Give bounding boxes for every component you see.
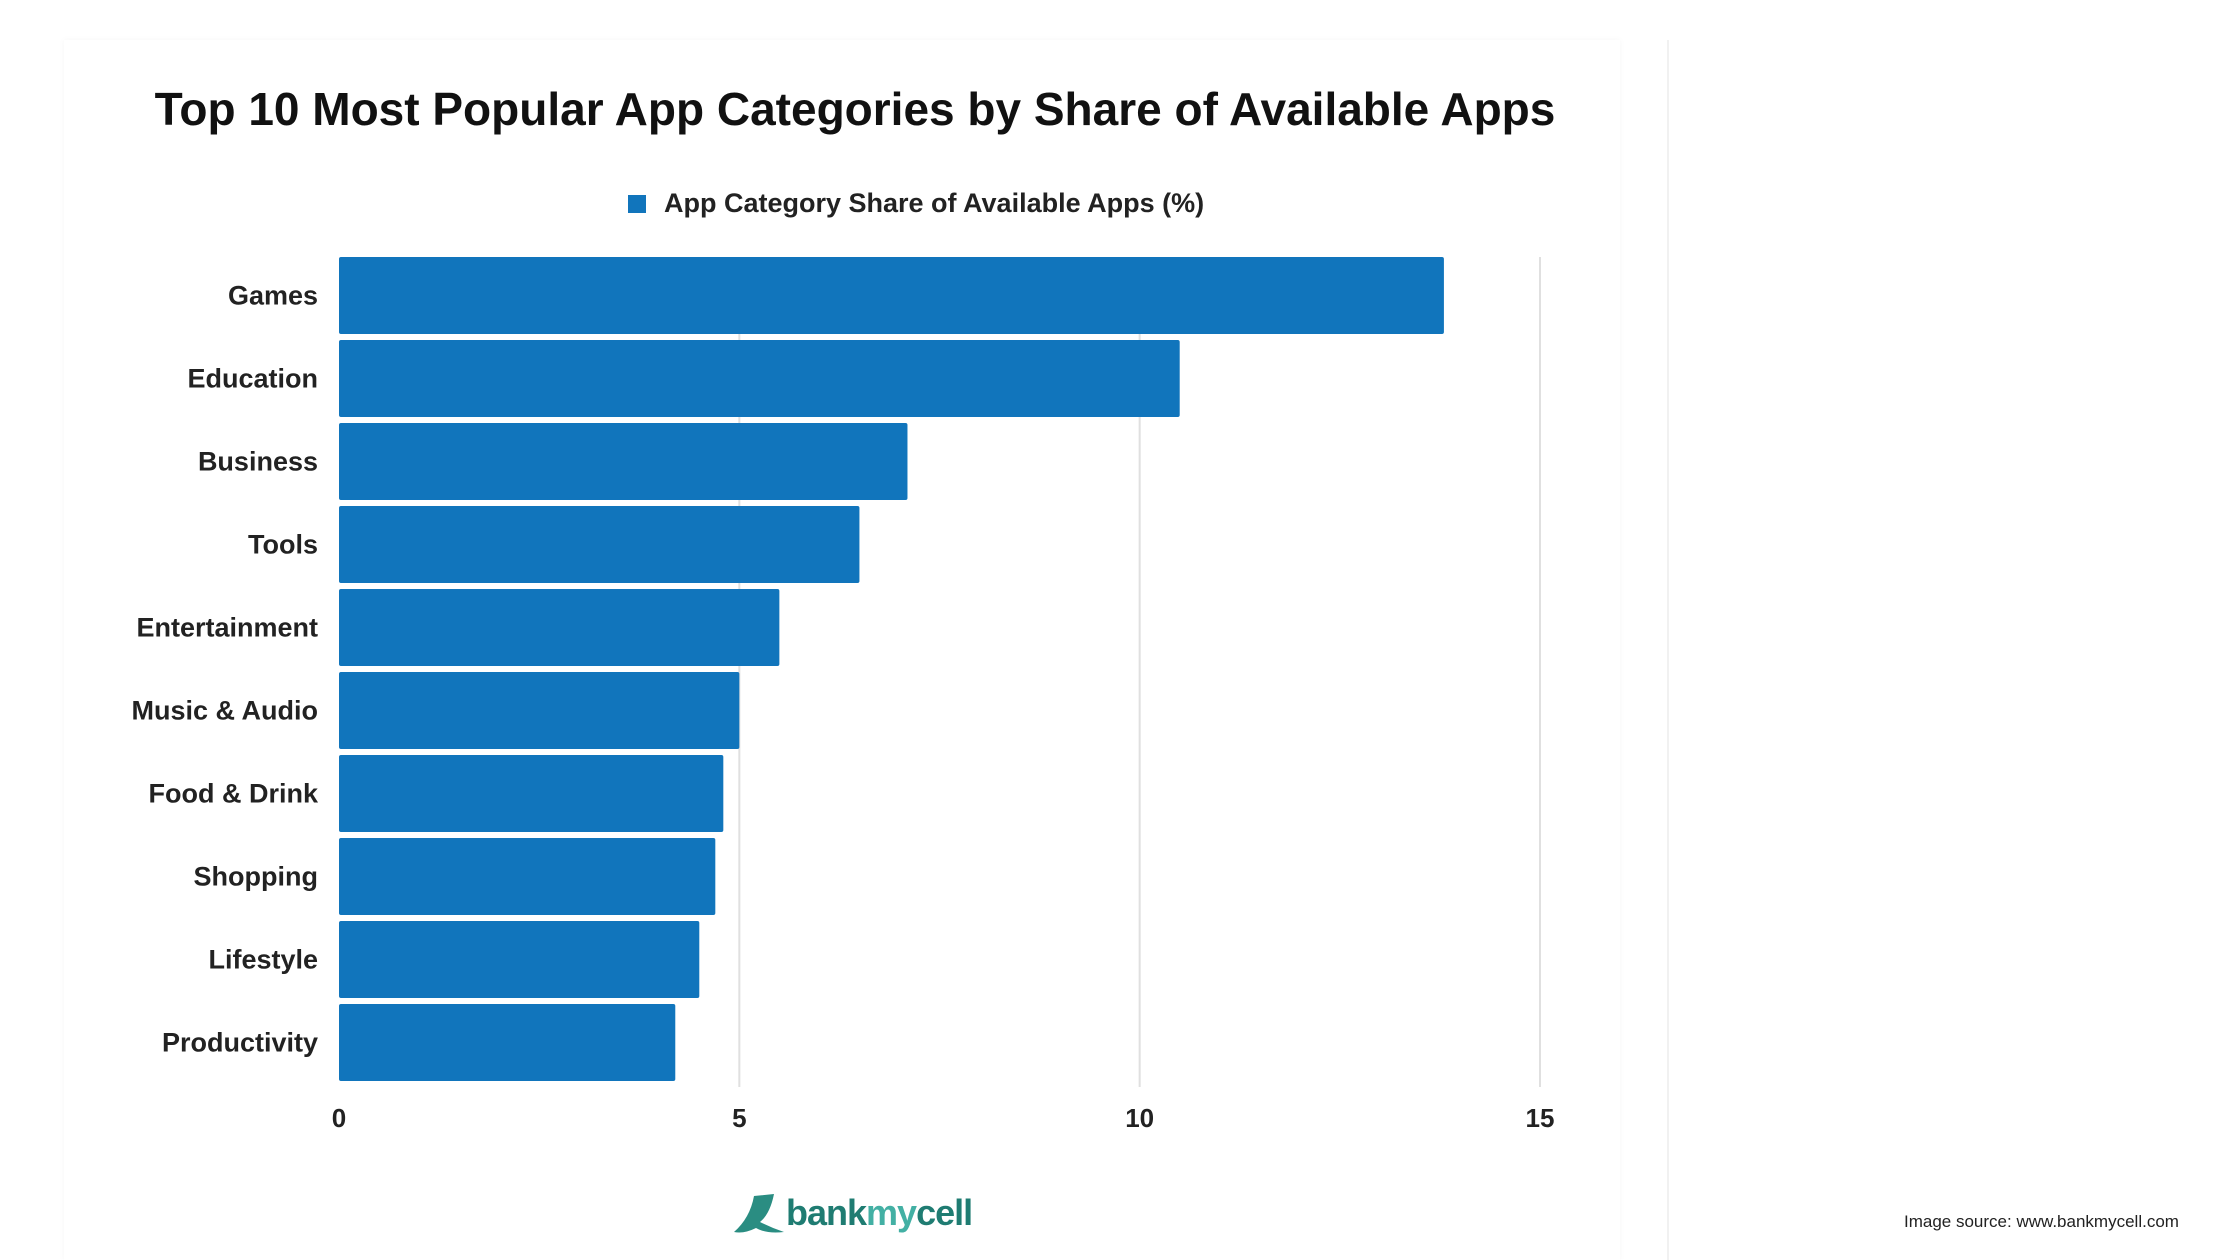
legend-swatch — [628, 194, 646, 213]
category-label: Lifestyle — [208, 945, 318, 975]
category-label: Productivity — [162, 1028, 318, 1058]
category-label: Entertainment — [136, 613, 318, 643]
bar — [339, 506, 860, 583]
x-tick-label: 15 — [1526, 1103, 1555, 1133]
x-tick-label: 5 — [732, 1103, 746, 1133]
category-label: Education — [187, 364, 318, 394]
bankmycell-logo: bank my cell — [730, 1188, 973, 1238]
bar — [339, 423, 908, 500]
bar — [339, 589, 780, 666]
category-label: Games — [228, 281, 318, 311]
bar — [339, 257, 1444, 334]
x-tick-label: 0 — [332, 1103, 346, 1133]
legend: App Category Share of Available Apps (%) — [628, 188, 1204, 219]
logo-icon — [734, 1194, 784, 1233]
bar — [339, 755, 724, 832]
bar — [339, 340, 1180, 417]
bar — [339, 838, 716, 915]
bar — [339, 1004, 676, 1081]
chart-title: Top 10 Most Popular App Categories by Sh… — [154, 83, 1556, 135]
logo-text-bank: bank — [786, 1192, 867, 1233]
category-label: Business — [198, 447, 318, 477]
image-source: Image source: www.bankmycell.com — [1904, 1212, 2179, 1231]
bar — [339, 672, 740, 749]
x-tick-label: 10 — [1125, 1103, 1154, 1133]
chart-card — [64, 40, 1620, 1260]
divider — [1667, 40, 1669, 1260]
legend-label: App Category Share of Available Apps (%) — [664, 188, 1205, 218]
category-label: Food & Drink — [149, 779, 319, 809]
category-label: Tools — [248, 530, 318, 560]
category-label: Music & Audio — [132, 696, 319, 726]
bar — [339, 921, 700, 998]
logo-text-cell: cell — [916, 1192, 973, 1233]
logo-text-my: my — [866, 1192, 917, 1233]
category-label: Shopping — [194, 862, 318, 892]
